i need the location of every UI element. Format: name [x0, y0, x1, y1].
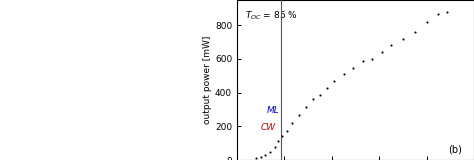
- Text: CW: CW: [261, 124, 276, 132]
- Point: [275, 140, 283, 143]
- Text: (b): (b): [448, 145, 462, 155]
- Point: [443, 11, 450, 13]
- Point: [340, 73, 347, 75]
- Point: [316, 94, 324, 96]
- Point: [271, 146, 279, 149]
- Point: [252, 157, 260, 160]
- Point: [262, 154, 269, 156]
- Text: ML: ML: [267, 106, 280, 115]
- Point: [399, 37, 407, 40]
- Point: [266, 150, 274, 153]
- Point: [378, 51, 385, 53]
- Point: [288, 122, 295, 124]
- Point: [309, 98, 317, 101]
- Point: [295, 113, 302, 116]
- Point: [278, 134, 286, 137]
- Y-axis label: output power [mW]: output power [mW]: [203, 36, 212, 124]
- Point: [435, 13, 442, 16]
- Point: [349, 67, 357, 69]
- Point: [423, 21, 430, 23]
- Text: $T_{OC}$ = 85 %: $T_{OC}$ = 85 %: [246, 9, 298, 22]
- Point: [283, 129, 291, 132]
- Point: [302, 106, 310, 108]
- Point: [257, 156, 264, 158]
- Point: [387, 43, 395, 46]
- Point: [330, 80, 338, 82]
- Point: [323, 86, 331, 89]
- Point: [368, 58, 376, 60]
- Point: [359, 60, 366, 63]
- Point: [411, 31, 419, 33]
